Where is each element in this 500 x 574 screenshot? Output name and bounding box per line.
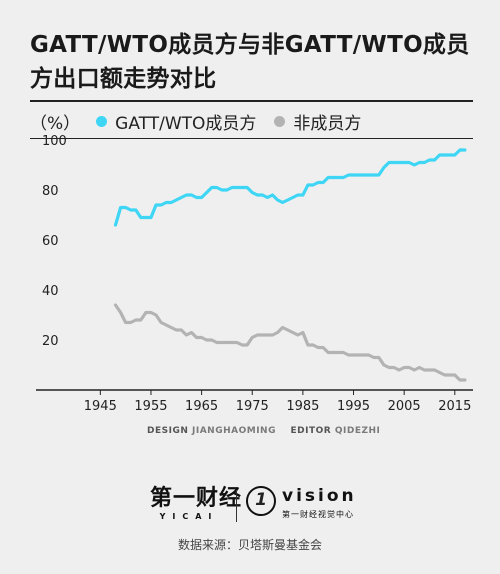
- series-line-members: [113, 148, 467, 227]
- x-tick-label: 2005: [388, 399, 421, 414]
- vision-logo-mark: 1: [246, 486, 276, 516]
- legend-label-members: GATT/WTO成员方: [115, 113, 257, 134]
- vision-logo-subtitle: 第一财经视觉中心: [282, 510, 354, 519]
- legend-dot-members: [96, 115, 108, 127]
- y-tick-label: 80: [42, 184, 59, 199]
- x-tick-label: 1985: [286, 399, 319, 414]
- chart-top-rule: [30, 138, 473, 139]
- title-divider: [30, 100, 473, 102]
- credits: DESIGN JIANGHAOMING EDITOR QIDEZHI: [147, 426, 380, 436]
- y-tick-label: 60: [42, 234, 59, 249]
- legend-item-non-members: 非成员方: [274, 109, 361, 134]
- yicai-logo-english: YICAI: [159, 512, 219, 521]
- vision-logo-word: vision: [282, 486, 357, 506]
- editor-name: QIDEZHI: [334, 426, 381, 436]
- chart-title: GATT/WTO成员方与非GATT/WTO成员方出口额走势对比: [30, 32, 470, 92]
- data-source: 数据来源：贝塔斯曼基金会: [177, 538, 322, 552]
- yicai-logo: 第一财经 YICAI: [150, 486, 243, 526]
- designer-name: JIANGHAOMING: [192, 426, 276, 436]
- y-tick-label: 100: [42, 134, 67, 149]
- y-tick-label: 20: [42, 334, 59, 349]
- yicai-logo-chinese: 第一财经: [150, 486, 243, 511]
- design-label: DESIGN: [147, 426, 189, 436]
- series-line-non-members: [113, 303, 467, 382]
- y-axis: 20 40 60 80 100: [42, 134, 67, 349]
- legend-label-non-members: 非成员方: [293, 113, 362, 134]
- x-tick-label: 1975: [236, 399, 269, 414]
- legend: （%） GATT/WTO成员方 非成员方: [30, 106, 379, 136]
- y-tick-label: 40: [42, 284, 59, 299]
- x-axis: 1945 1955 1965 1975 1985 1995 2005 2015: [36, 389, 473, 414]
- unit-label: （%）: [30, 113, 81, 134]
- legend-dot-non-members: [274, 115, 286, 127]
- legend-item-members: GATT/WTO成员方: [96, 109, 256, 134]
- series-lines: [113, 148, 467, 382]
- x-tick-label: 1955: [134, 399, 167, 414]
- x-tick-label: 1995: [337, 399, 370, 414]
- x-tick-label: 2015: [438, 399, 471, 414]
- logo-divider: [236, 490, 237, 522]
- editor-label: EDITOR: [290, 426, 332, 436]
- x-tick-label: 1945: [84, 399, 117, 414]
- vision-logo: 1 vision 第一财经视觉中心: [246, 484, 396, 528]
- x-tick-label: 1965: [185, 399, 218, 414]
